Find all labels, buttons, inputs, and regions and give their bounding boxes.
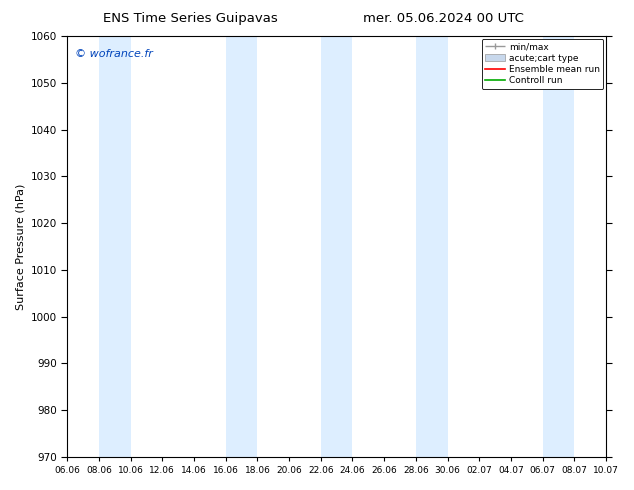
Bar	[543, 36, 574, 457]
Y-axis label: Surface Pressure (hPa): Surface Pressure (hPa)	[15, 183, 25, 310]
Bar	[321, 36, 353, 457]
Bar	[416, 36, 448, 457]
Text: © wofrance.fr: © wofrance.fr	[75, 49, 153, 59]
Text: mer. 05.06.2024 00 UTC: mer. 05.06.2024 00 UTC	[363, 12, 524, 25]
Bar	[99, 36, 131, 457]
Bar	[226, 36, 257, 457]
Text: ENS Time Series Guipavas: ENS Time Series Guipavas	[103, 12, 278, 25]
Legend: min/max, acute;cart type, Ensemble mean run, Controll run: min/max, acute;cart type, Ensemble mean …	[482, 39, 604, 89]
